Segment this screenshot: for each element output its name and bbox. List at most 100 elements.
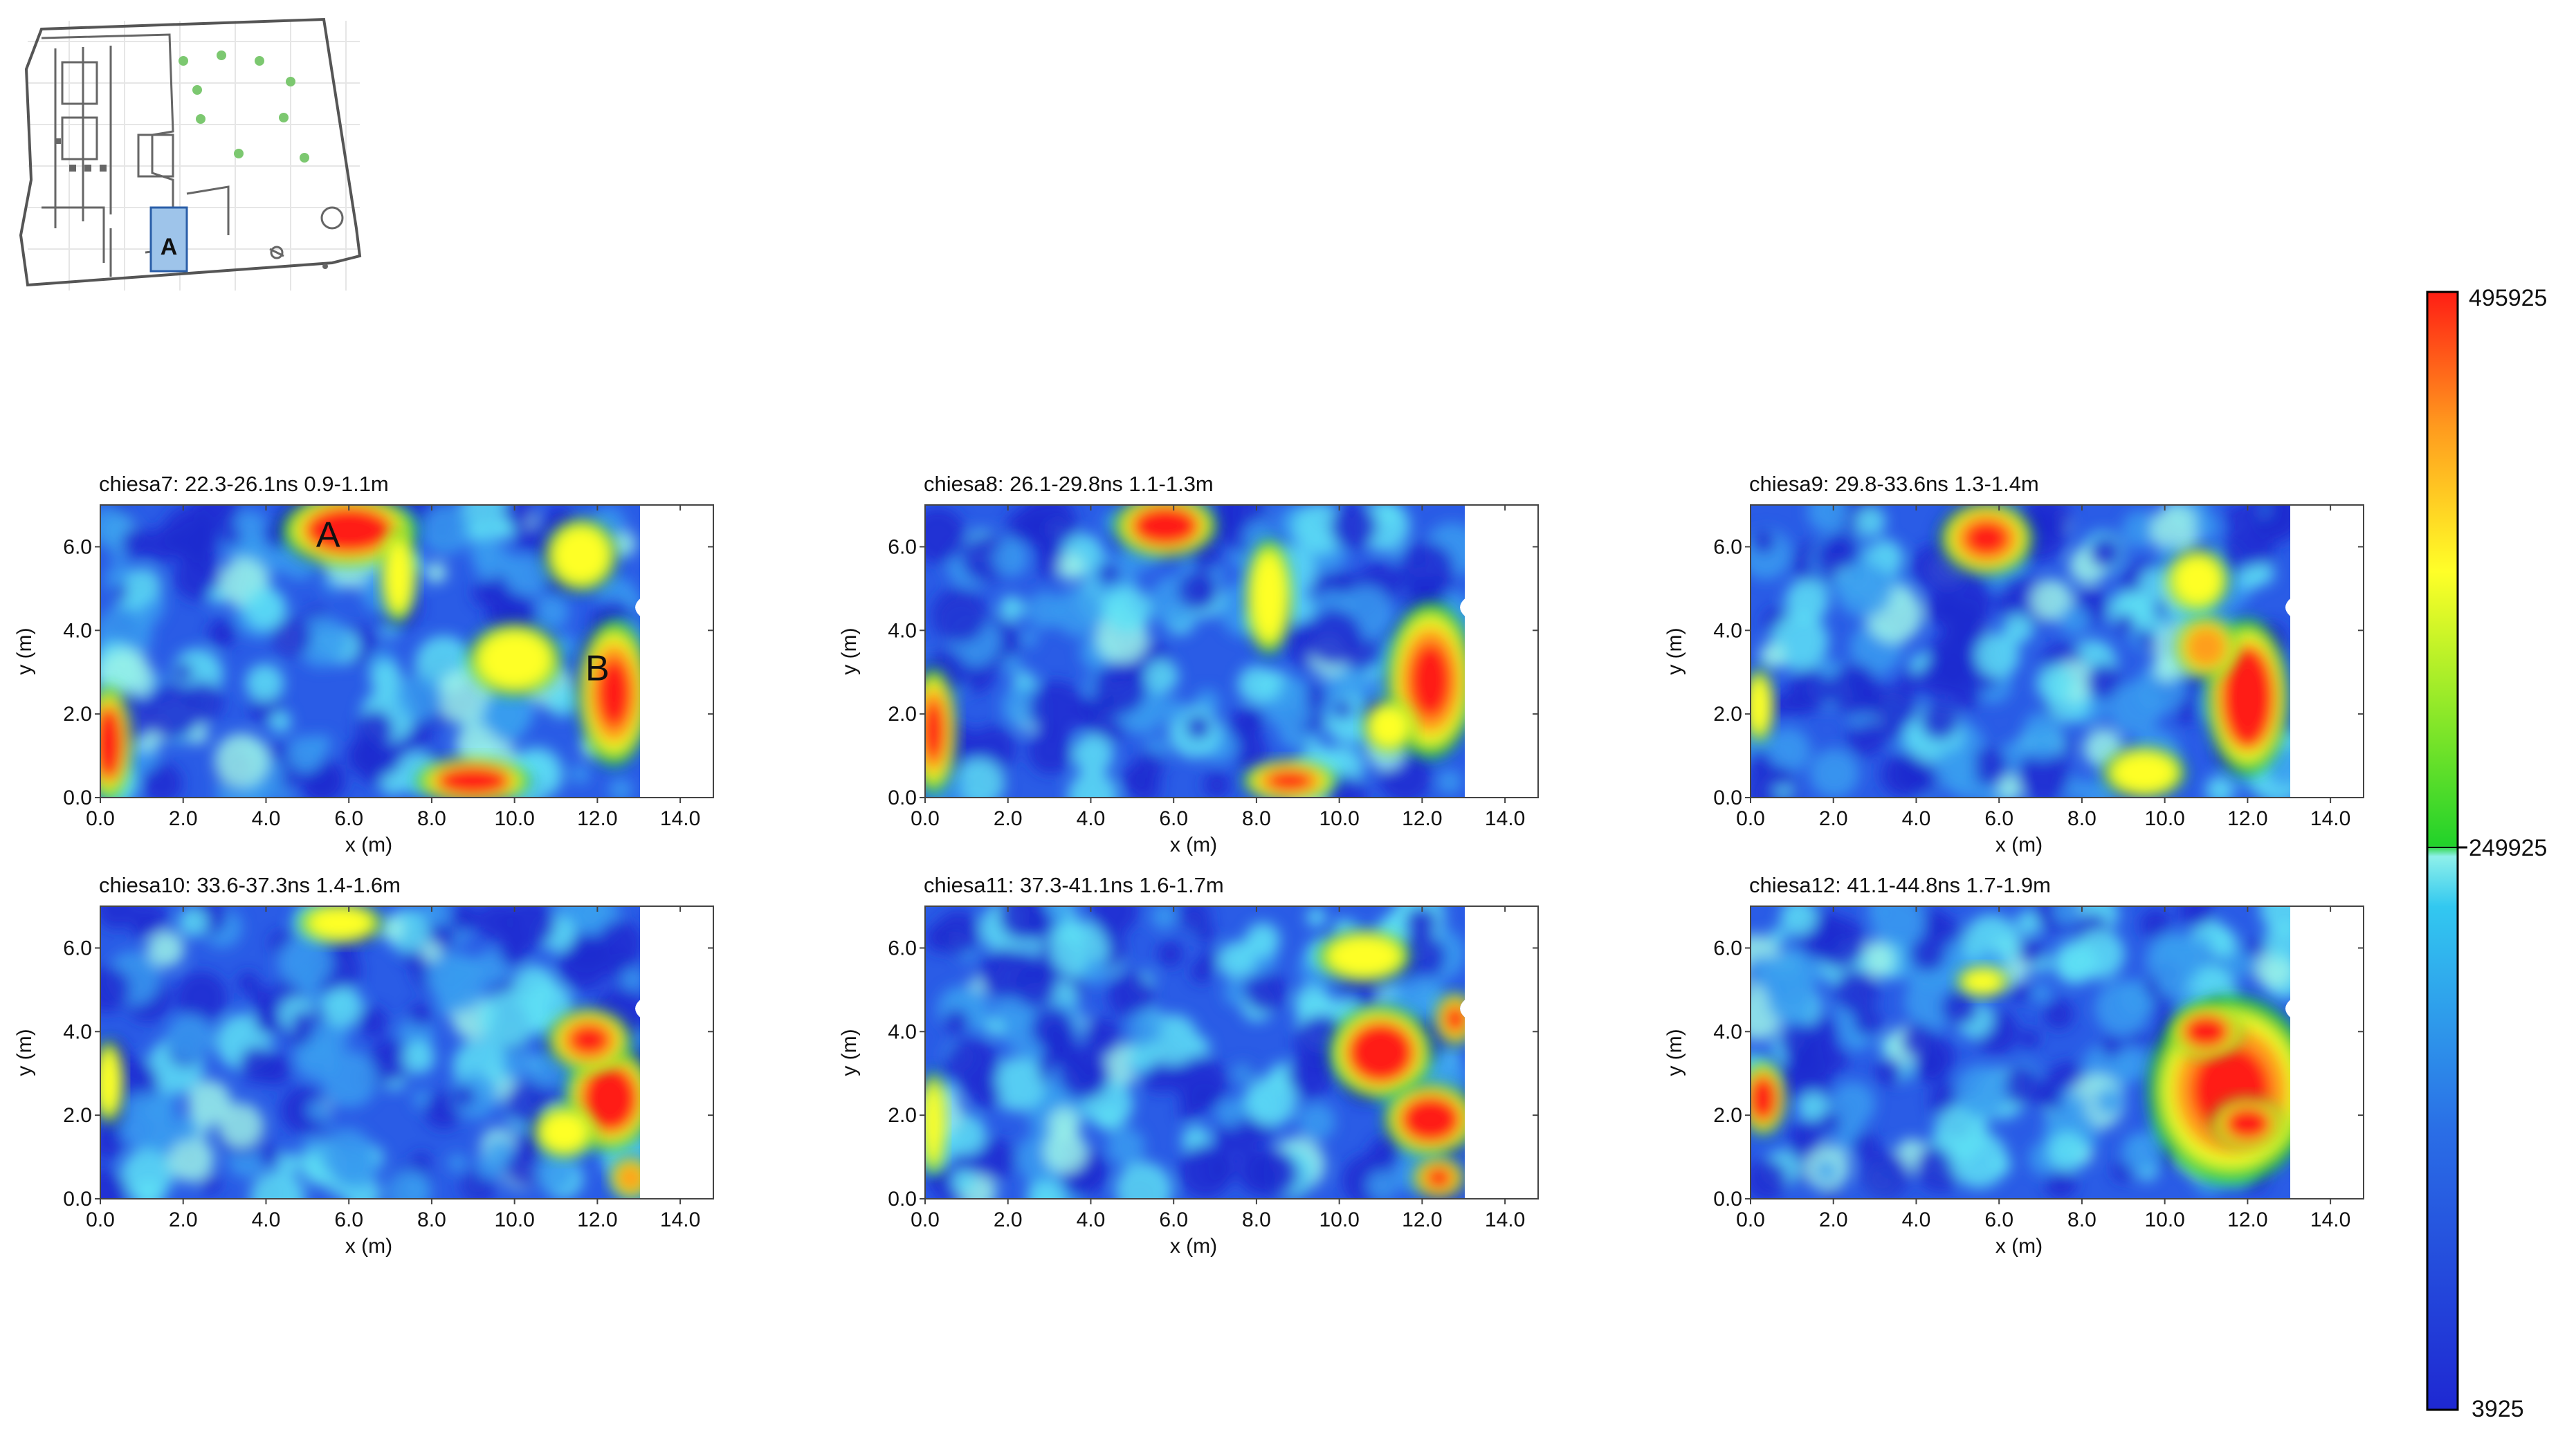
hotspot	[1939, 505, 2034, 576]
annotation-label-a: A	[316, 515, 340, 555]
hotspot	[1243, 760, 1337, 798]
x-tick-label: 12.0	[577, 807, 617, 830]
panel-title: chiesa9: 29.8-33.6ns 1.3-1.4m	[1749, 472, 2039, 496]
y-tick-label: 2.0	[63, 703, 92, 726]
y-tick-label: 2.0	[63, 1104, 92, 1127]
x-tick-label: 12.0	[577, 1208, 617, 1231]
x-axis-label: x (m)	[1170, 1235, 1217, 1258]
hotspot	[416, 757, 531, 798]
x-tick-label: 8.0	[417, 1208, 446, 1231]
x-tick-label: 14.0	[660, 1208, 700, 1231]
hotspot	[577, 620, 640, 766]
y-axis-label: y (m)	[13, 627, 36, 674]
y-axis-label: y (m)	[838, 627, 861, 674]
x-tick-label: 2.0	[1819, 1208, 1848, 1231]
y-tick-label: 4.0	[888, 1020, 917, 1043]
colorbar-scale	[2426, 291, 2459, 1411]
x-tick-label: 8.0	[2067, 1208, 2097, 1231]
heatmap-field	[1751, 906, 2290, 1199]
y-tick-label: 4.0	[1713, 619, 1742, 642]
heatmap-field	[1751, 505, 2290, 798]
y-tick-label: 6.0	[1713, 535, 1742, 558]
x-tick-label: 8.0	[1242, 1208, 1271, 1231]
hotspot	[925, 668, 957, 793]
y-axis-label: y (m)	[13, 1029, 36, 1076]
x-tick-label: 4.0	[252, 1208, 281, 1231]
hotspot	[380, 528, 417, 623]
hotspot	[2175, 616, 2238, 679]
plot-frame	[1750, 504, 2364, 798]
x-axis-label: x (m)	[1170, 834, 1217, 856]
hotspot	[1113, 505, 1218, 558]
hotspot	[610, 1157, 640, 1199]
y-tick-label: 0.0	[888, 1188, 917, 1211]
x-tick-label: 4.0	[1902, 1208, 1931, 1231]
x-axis-label: x (m)	[1995, 834, 2043, 856]
panel-title: chiesa7: 22.3-26.1ns 0.9-1.1m	[99, 472, 389, 496]
x-tick-label: 4.0	[1077, 1208, 1106, 1231]
x-axis-label: x (m)	[1995, 1235, 2043, 1258]
heatmap-field	[925, 906, 1465, 1199]
x-tick-label: 10.0	[494, 1208, 534, 1231]
hotspot	[1751, 1062, 1787, 1135]
hotspot	[533, 1105, 596, 1159]
hotspot	[1245, 539, 1292, 655]
x-tick-label: 8.0	[417, 807, 446, 830]
hotspot	[468, 623, 561, 697]
hotspot	[1956, 966, 2009, 998]
site-plan-inset: A	[14, 10, 374, 301]
x-tick-label: 14.0	[1485, 807, 1525, 830]
x-tick-label: 2.0	[169, 807, 198, 830]
hotspot	[925, 1071, 947, 1176]
plot-frame	[1750, 906, 2364, 1199]
y-tick-label: 4.0	[888, 619, 917, 642]
annotation-label-b: B	[585, 649, 610, 689]
x-tick-label: 10.0	[1319, 1208, 1359, 1231]
x-tick-label: 4.0	[252, 807, 281, 830]
y-tick-label: 4.0	[63, 1020, 92, 1043]
y-axis-label: y (m)	[838, 1029, 861, 1076]
hotspot	[100, 686, 132, 798]
heatmap-field	[100, 906, 640, 1199]
x-tick-label: 0.0	[1736, 807, 1765, 830]
x-tick-label: 8.0	[1242, 807, 1271, 830]
hotspot	[281, 505, 417, 567]
colorbar-min-label: 3925	[2472, 1396, 2524, 1422]
heatmap-field	[925, 505, 1465, 798]
hotspot	[1363, 700, 1415, 753]
x-tick-label: 2.0	[994, 1208, 1023, 1231]
x-tick-label: 6.0	[1159, 1208, 1188, 1231]
x-tick-label: 0.0	[911, 807, 940, 830]
x-tick-label: 0.0	[86, 1208, 115, 1231]
x-tick-label: 10.0	[494, 807, 534, 830]
hotspot	[547, 1009, 631, 1072]
y-axis-label: y (m)	[1663, 627, 1686, 674]
x-axis-label: x (m)	[345, 1235, 392, 1258]
hotspot	[2102, 746, 2186, 798]
y-tick-label: 6.0	[888, 535, 917, 558]
hotspot	[2170, 1005, 2242, 1058]
hotspot	[100, 1040, 125, 1124]
heatmap-panel-2: 0.0 2.0 4.0 6.0 8.0 10.0 12.0 14.0 0.0 2.0 4.0 6.0 c…	[838, 472, 1539, 856]
plan-outline	[19, 17, 362, 287]
y-tick-label: 2.0	[1713, 1104, 1742, 1127]
y-axis-label: y (m)	[1663, 1029, 1686, 1076]
x-tick-label: 10.0	[2144, 1208, 2184, 1231]
x-tick-label: 14.0	[1485, 1208, 1525, 1231]
y-tick-label: 2.0	[1713, 703, 1742, 726]
hotspot	[545, 518, 617, 592]
area-a-highlight	[149, 206, 188, 273]
heatmap-panel-1: 0.0 2.0 4.0 6.0 8.0 10.0 12.0 14.0 0.0 2.0 4.0 6.0 c…	[13, 472, 714, 856]
y-tick-label: 0.0	[63, 787, 92, 809]
x-tick-label: 6.0	[334, 807, 363, 830]
colorbar: 495925 249925 3925	[2426, 285, 2547, 1422]
y-tick-label: 6.0	[63, 937, 92, 959]
panel-title: chiesa11: 37.3-41.1ns 1.6-1.7m	[924, 873, 1224, 897]
plot-frame	[924, 906, 1539, 1199]
x-tick-label: 4.0	[1902, 807, 1931, 830]
x-tick-label: 6.0	[1984, 1208, 2013, 1231]
x-tick-label: 2.0	[169, 1208, 198, 1231]
x-tick-label: 12.0	[2227, 807, 2267, 830]
panel-title: chiesa12: 41.1-44.8ns 1.7-1.9m	[1749, 873, 2051, 897]
